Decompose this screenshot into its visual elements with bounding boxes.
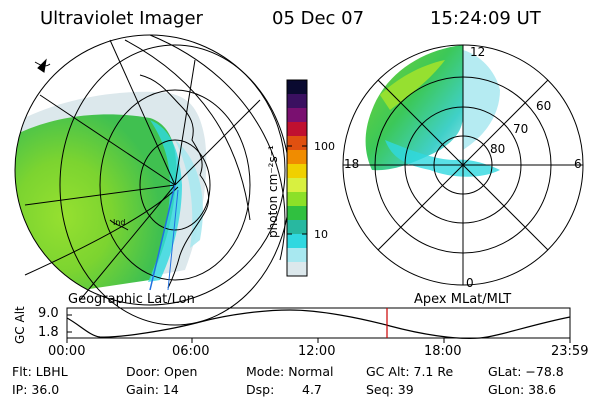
colorbar-swatch <box>287 234 307 249</box>
geo-map-label: Geographic Lat/Lon <box>68 292 195 307</box>
altitude-xtick-0600: 06:00 <box>172 344 210 359</box>
mlat-label-60: 60 <box>536 99 551 113</box>
colorbar-swatch <box>287 248 307 263</box>
altitude-xtick-1800: 18:00 <box>424 344 462 359</box>
polar-map-label: Apex MLat/MLT <box>414 292 512 307</box>
colorbar-unit-label: photon cm⁻²s⁻¹ <box>266 145 280 238</box>
dsp-label: Dsp: <box>246 382 275 397</box>
seq-info: Seq: 39 <box>366 382 414 397</box>
geo-north-marker <box>37 58 47 73</box>
colorbar-swatch <box>287 164 307 179</box>
colorbar-tick-10: 10 <box>314 228 328 241</box>
colorbar-swatch <box>287 192 307 207</box>
mode-info: Mode: Normal <box>246 364 334 379</box>
mlt-label-18: 18 <box>344 157 359 171</box>
altitude-ylabel: GC Alt <box>13 306 27 344</box>
dsp-value: 4.7 <box>302 382 322 397</box>
colorbar-swatch <box>287 108 307 123</box>
gain-info: Gain: 14 <box>126 382 179 397</box>
colorbar-swatch <box>287 206 307 221</box>
colorbar-swatch <box>287 150 307 165</box>
polar-map <box>365 45 500 177</box>
altitude-xtick-2359: 23:59 <box>551 344 589 359</box>
altitude-plot <box>66 307 571 343</box>
mlt-label-12: 12 <box>470 45 485 59</box>
door-info: Door: Open <box>126 364 198 379</box>
altitude-ytick-1: 1.8 <box>38 325 59 340</box>
instrument-title: Ultraviolet Imager <box>40 8 203 29</box>
colorbar-swatch <box>287 94 307 109</box>
geo-terminator-line-2 <box>167 189 179 291</box>
glat-info: GLat: −78.8 <box>488 364 564 379</box>
altitude-xtick-0000: 00:00 <box>48 344 86 359</box>
observation-date: 05 Dec 07 <box>272 8 365 29</box>
ip-info: IP: 36.0 <box>12 382 60 397</box>
altitude-xtick-1200: 12:00 <box>298 344 336 359</box>
colorbar-swatch <box>287 122 307 137</box>
glon-info: GLon: 38.6 <box>488 382 557 397</box>
altitude-ytick-9: 9.0 <box>38 306 59 321</box>
mlt-label-0: 0 <box>466 276 474 290</box>
filter-info: Flt: LBHL <box>12 364 68 379</box>
colorbar-tick-100: 100 <box>314 140 335 153</box>
colorbar-swatch <box>287 136 307 151</box>
colorbar-swatch <box>287 178 307 193</box>
polar-grid <box>342 44 584 286</box>
color-scale-bar <box>287 80 307 277</box>
coastline-label-ind: Ind <box>113 218 126 227</box>
mlat-label-80: 80 <box>490 142 505 156</box>
colorbar-swatch <box>287 262 307 277</box>
mlt-label-6: 6 <box>574 157 582 171</box>
gc-alt-info: GC Alt: 7.1 Re <box>366 364 454 379</box>
colorbar-swatch <box>287 220 307 235</box>
geo-terminator-line <box>149 184 176 291</box>
colorbar-swatch <box>287 80 307 95</box>
observation-time: 15:24:09 UT <box>430 8 541 29</box>
mlat-label-70: 70 <box>513 122 528 136</box>
